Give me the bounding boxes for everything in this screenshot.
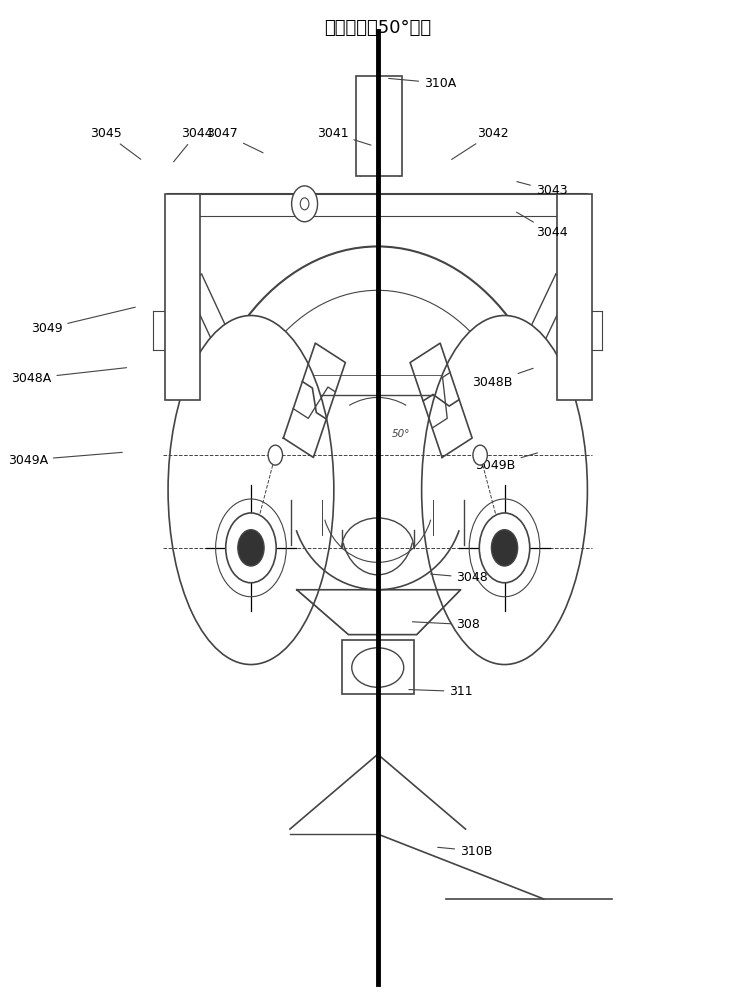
Bar bbox=[356, 76, 402, 176]
Text: 3047: 3047 bbox=[206, 127, 263, 153]
Text: 3049A: 3049A bbox=[7, 452, 122, 467]
Text: 3048A: 3048A bbox=[11, 368, 126, 385]
Text: 310A: 310A bbox=[389, 77, 457, 90]
Bar bbox=[165, 194, 200, 400]
Text: 3044: 3044 bbox=[517, 212, 568, 239]
Circle shape bbox=[238, 530, 264, 566]
Circle shape bbox=[300, 198, 309, 210]
Circle shape bbox=[292, 186, 318, 222]
Text: 308: 308 bbox=[412, 618, 480, 631]
Bar bbox=[341, 640, 414, 694]
Text: 3041: 3041 bbox=[317, 127, 371, 145]
Bar bbox=[557, 194, 592, 400]
Text: 50°: 50° bbox=[392, 429, 411, 439]
Text: 3048: 3048 bbox=[430, 571, 488, 584]
Text: 3048B: 3048B bbox=[472, 368, 533, 389]
Circle shape bbox=[491, 530, 517, 566]
Text: 3042: 3042 bbox=[452, 127, 508, 159]
Circle shape bbox=[268, 445, 282, 465]
Text: 屏蔽体张开50°状态: 屏蔽体张开50°状态 bbox=[324, 19, 432, 37]
Circle shape bbox=[225, 513, 276, 583]
Circle shape bbox=[480, 513, 530, 583]
Ellipse shape bbox=[352, 648, 403, 687]
Text: 310B: 310B bbox=[437, 845, 492, 858]
Circle shape bbox=[473, 445, 487, 465]
Ellipse shape bbox=[422, 316, 588, 665]
Text: 3043: 3043 bbox=[517, 182, 568, 197]
Text: 3049B: 3049B bbox=[475, 453, 537, 472]
Text: 311: 311 bbox=[409, 685, 473, 698]
Text: 3044: 3044 bbox=[174, 127, 213, 162]
Text: 3045: 3045 bbox=[89, 127, 141, 159]
Text: 3049: 3049 bbox=[30, 307, 135, 335]
Ellipse shape bbox=[168, 316, 334, 665]
